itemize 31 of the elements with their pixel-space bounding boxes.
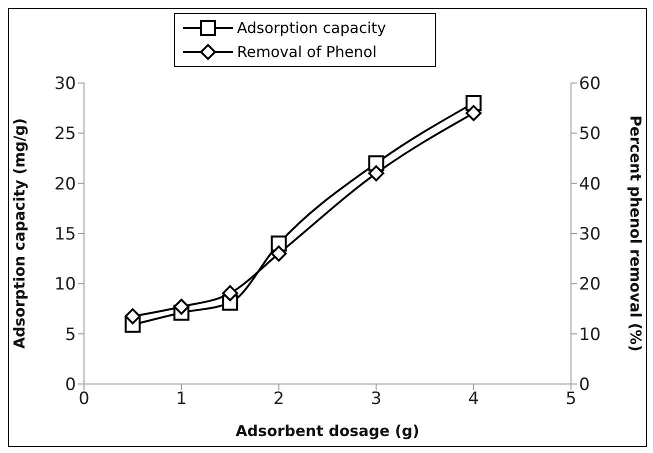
y2-tick-label: 60 bbox=[579, 74, 601, 94]
y2-tick-label: 10 bbox=[579, 324, 601, 345]
x-tick-label: 3 bbox=[370, 389, 382, 410]
x-axis-title: Adsorbent dosage (g) bbox=[236, 422, 420, 440]
y2-tick-label: 30 bbox=[579, 224, 601, 245]
y2-axis-title: Percent phenol removal (%) bbox=[626, 115, 645, 352]
y2-tick-label: 0 bbox=[579, 375, 590, 396]
y-tick-label: 20 bbox=[54, 174, 76, 194]
y-tick-label: 30 bbox=[54, 74, 76, 94]
point bbox=[222, 285, 238, 302]
y-tick-label: 10 bbox=[54, 274, 76, 295]
x-tick-label: 4 bbox=[468, 389, 480, 410]
x-tick-label: 1 bbox=[176, 389, 187, 410]
x-tick-label: 5 bbox=[566, 389, 576, 410]
point bbox=[270, 246, 287, 262]
y2-tick-label: 40 bbox=[579, 174, 601, 194]
x-tick-label: 0 bbox=[78, 389, 90, 410]
y-tick-label: 5 bbox=[65, 324, 76, 345]
point bbox=[466, 105, 482, 122]
y2-tick-label: 50 bbox=[579, 124, 601, 144]
y-tick-label: 15 bbox=[54, 224, 76, 245]
y2-tick-label: 20 bbox=[579, 274, 601, 295]
point bbox=[124, 308, 141, 324]
y-tick-label: 25 bbox=[54, 124, 76, 144]
x-tick-label: 2 bbox=[273, 389, 284, 410]
point bbox=[173, 298, 190, 315]
y-axis-title: Adsorption capacity (mg/g) bbox=[10, 118, 28, 349]
legend-label: Adsorption capacity bbox=[237, 18, 386, 39]
y-tick-label: 0 bbox=[65, 375, 76, 396]
point bbox=[368, 165, 384, 182]
legend-label: Removal of Phenol bbox=[237, 42, 377, 63]
